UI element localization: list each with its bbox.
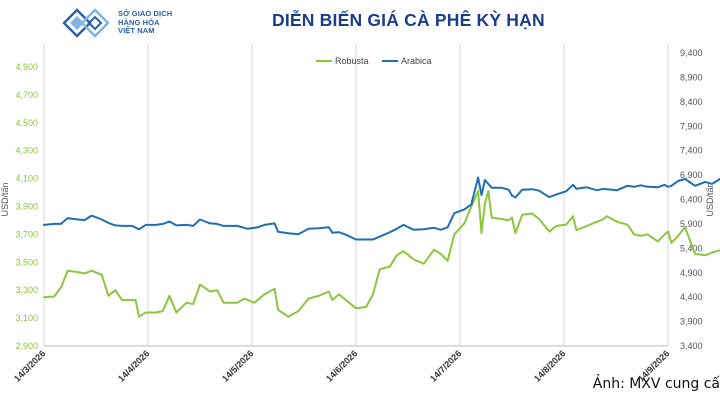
left-axis-title: USD/tấn (0, 182, 10, 216)
x-tick-label: 14/4/2026 (116, 348, 151, 383)
x-tick-label: 14/3/2026 (12, 348, 47, 383)
series-line-robusta (43, 190, 720, 318)
right-tick-label: 6,900 (680, 170, 703, 180)
left-tick-label: 3,500 (15, 257, 38, 267)
right-tick-label: 5,400 (680, 243, 703, 253)
right-tick-label: 7,900 (680, 121, 703, 131)
x-tick-label: 14/6/2026 (324, 348, 359, 383)
logo-line-2: HÀNG HÓA (118, 17, 160, 27)
photo-credit: Ảnh: MXV cung cấ (592, 376, 720, 392)
logo-emblem-icon (62, 8, 110, 38)
logo-line-3: VIỆT NAM (118, 26, 155, 36)
right-tick-label: 4,900 (680, 268, 703, 278)
right-tick-label: 6,400 (680, 195, 703, 205)
left-tick-label: 3,100 (15, 313, 38, 323)
left-tick-label: 4,500 (15, 118, 38, 128)
series-line-arabica (43, 176, 720, 241)
left-tick-label: 3,700 (15, 229, 38, 239)
right-tick-label: 8,400 (680, 97, 703, 107)
page-title: DIỄN BIẾN GIÁ CÀ PHÊ KỲ HẠN (272, 10, 545, 30)
logo-line-1: SỞ GIAO DỊCH (118, 9, 173, 19)
left-tick-label: 2,900 (15, 341, 38, 351)
x-tick-label: 14/5/2026 (220, 348, 255, 383)
left-tick-label: 4,900 (15, 62, 38, 72)
x-tick-label: 14/8/2026 (532, 348, 567, 383)
right-tick-label: 4,400 (680, 292, 703, 302)
right-tick-label: 7,400 (680, 146, 703, 156)
right-tick-label: 3,400 (680, 341, 703, 351)
left-tick-label: 4,100 (15, 174, 38, 184)
exchange-logo: SỞ GIAO DỊCH HÀNG HÓA VIỆT NAM (62, 8, 172, 38)
left-tick-label: 4,700 (15, 90, 38, 100)
legend-label-robusta: Robusta (335, 56, 369, 66)
legend-label-arabica: Arabica (401, 56, 432, 66)
right-tick-label: 9,400 (680, 48, 703, 58)
left-tick-label: 3,900 (15, 201, 38, 211)
right-tick-label: 3,900 (680, 317, 703, 327)
x-tick-label: 14/7/2026 (428, 348, 463, 383)
right-tick-label: 8,900 (680, 72, 703, 82)
left-tick-label: 3,300 (15, 285, 38, 295)
right-tick-label: 5,900 (680, 219, 703, 229)
left-tick-label: 4,300 (15, 146, 38, 156)
right-axis-title: USD/tấn (705, 182, 715, 216)
